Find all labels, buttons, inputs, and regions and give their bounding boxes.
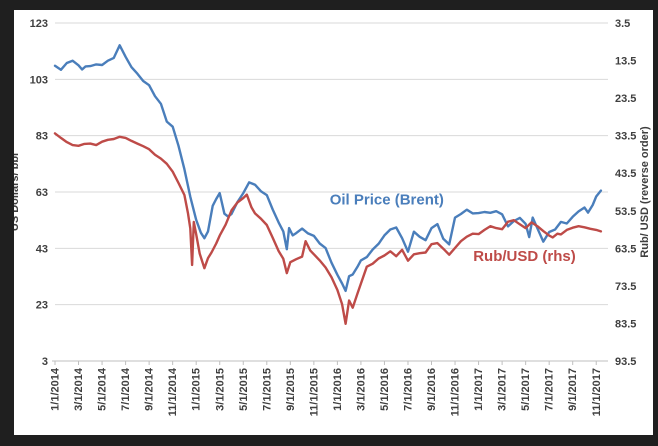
x-axis-tick-label: 7/1/2015 — [261, 368, 273, 411]
x-axis-tick-label: 7/1/2014 — [120, 367, 132, 411]
x-axis-tick-label: 9/1/2015 — [285, 368, 297, 411]
left-axis-tick-label: 63 — [36, 187, 48, 199]
x-axis-tick-label: 9/1/2017 — [567, 368, 579, 411]
frame-bottom — [0, 435, 658, 446]
right-axis-labels: 3.5 13.5 23.5 33.5 43.5 53.5 63.5 73.5 83.5 93.5 — [615, 18, 636, 368]
right-axis-tick-label: 53.5 — [615, 206, 636, 218]
x-axis — [52, 360, 608, 365]
x-axis-tick-label: 1/1/2015 — [191, 368, 203, 411]
right-axis-title: Rub/ USD (reverse order) — [639, 126, 651, 258]
series-line-oil-price — [53, 44, 603, 293]
x-axis-tick-label: 11/1/2014 — [167, 367, 179, 416]
frame-right — [653, 0, 658, 446]
right-axis-tick-label: 3.5 — [615, 18, 630, 30]
x-axis-tick-label: 5/1/2017 — [520, 368, 532, 411]
left-axis-tick-label: 3 — [42, 356, 48, 368]
x-axis-tick-label: 3/1/2014 — [73, 367, 85, 411]
x-axis-tick-label: 11/1/2017 — [591, 368, 603, 416]
left-axis-tick-label: 23 — [36, 300, 48, 312]
series-label-rub-usd: Rub/USD (rhs) — [473, 248, 576, 265]
right-axis-tick-label: 13.5 — [615, 56, 636, 68]
x-axis-tick-label: 3/1/2015 — [214, 368, 226, 411]
series-line-rub-usd — [53, 132, 603, 325]
x-axis-tick-label: 1/1/2016 — [332, 368, 344, 411]
gridlines — [55, 22, 608, 306]
x-axis-tick-label: 9/1/2014 — [144, 367, 156, 411]
series-label-oil-price: Oil Price (Brent) — [330, 192, 444, 209]
right-axis-tick-label: 63.5 — [615, 243, 636, 255]
x-axis-tick-label: 9/1/2016 — [426, 368, 438, 411]
x-axis-tick-label: 5/1/2014 — [97, 367, 109, 411]
right-axis-tick-label: 83.5 — [615, 318, 636, 330]
x-axis-tick-label: 1/1/2014 — [50, 367, 62, 411]
x-axis-tick-label: 1/1/2017 — [473, 368, 485, 411]
x-axis-tick-label: 7/1/2016 — [402, 368, 414, 411]
x-axis-tick-label: 5/1/2015 — [238, 368, 250, 411]
right-axis-tick-label: 23.5 — [615, 93, 636, 105]
right-axis-tick-label: 43.5 — [615, 168, 636, 180]
frame-top — [0, 0, 658, 10]
left-axis-tick-label: 83 — [36, 131, 48, 143]
frame-left — [0, 0, 14, 446]
left-axis-tick-label: 43 — [36, 243, 48, 255]
left-axis-labels: 123 103 83 63 43 23 3 — [30, 18, 48, 368]
x-axis-tick-label: 3/1/2016 — [355, 368, 367, 411]
x-axis-tick-label: 5/1/2016 — [379, 368, 391, 411]
left-axis-tick-label: 123 — [30, 18, 48, 30]
left-axis-tick-label: 103 — [30, 74, 48, 86]
right-axis-tick-label: 73.5 — [615, 281, 636, 293]
x-axis-tick-label: 7/1/2017 — [544, 368, 556, 411]
x-axis-labels: 1/1/2014 3/1/2014 5/1/2014 7/1/2014 9/1/2014… — [50, 367, 603, 416]
right-axis-tick-label: 93.5 — [615, 356, 636, 368]
right-axis-tick-label: 33.5 — [615, 131, 636, 143]
x-axis-tick-label: 3/1/2017 — [497, 368, 509, 411]
x-axis-tick-label: 11/1/2015 — [308, 368, 320, 416]
x-axis-tick-label: 11/1/2016 — [450, 368, 462, 416]
